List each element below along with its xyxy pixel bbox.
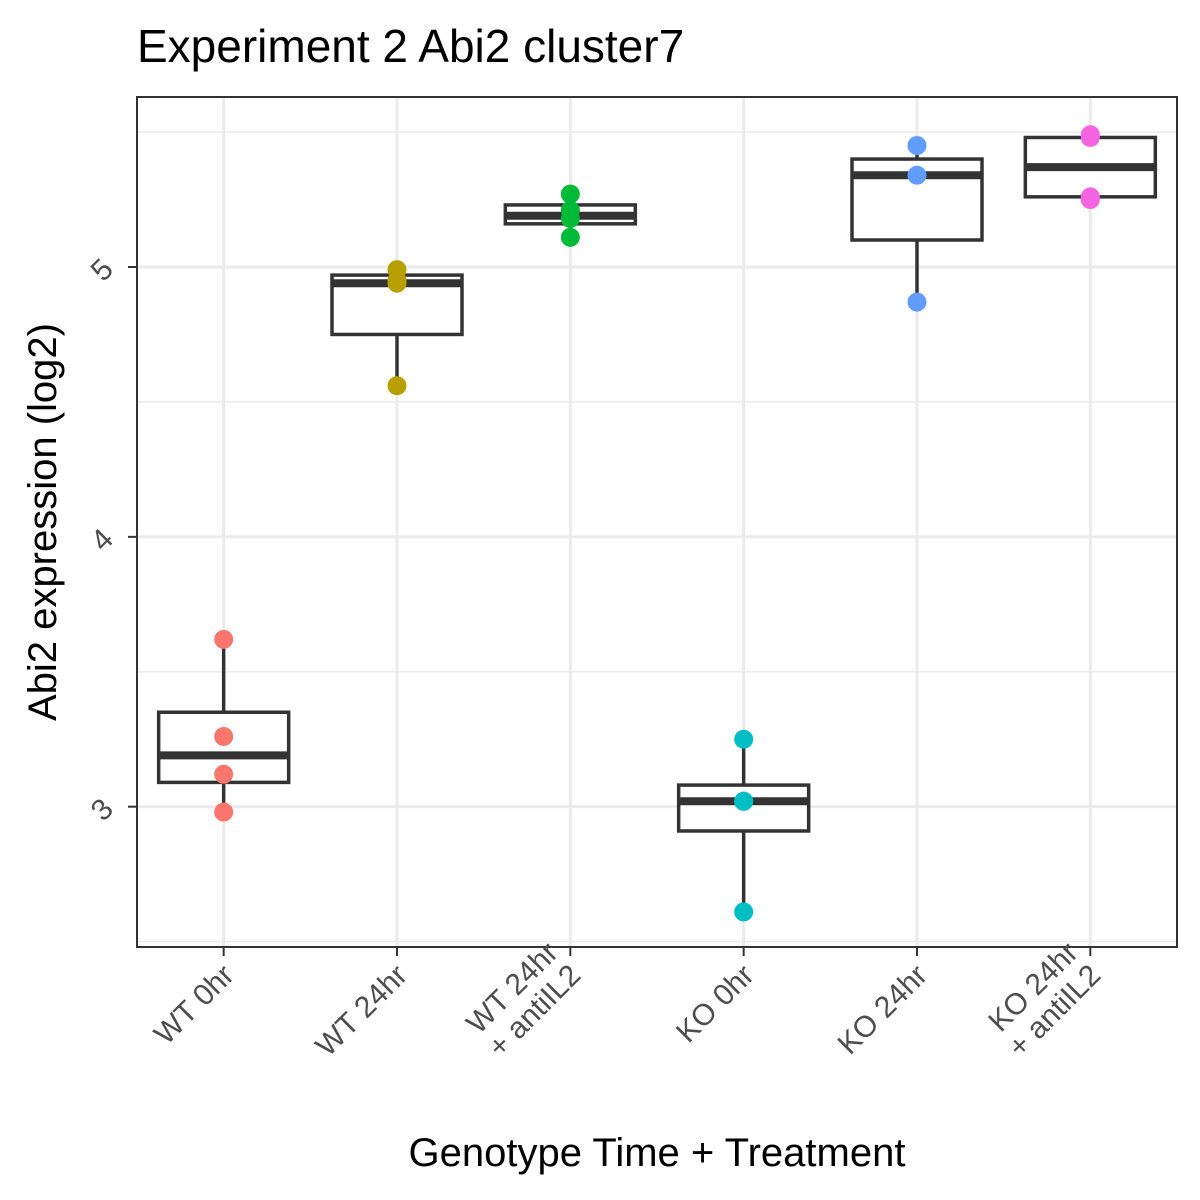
data-point [907, 292, 927, 312]
data-point [1080, 127, 1100, 147]
data-point [214, 802, 234, 822]
x-axis-title: Genotype Time + Treatment [409, 1131, 906, 1175]
grid [137, 97, 1177, 947]
x-tick-label: KO 24hr [832, 959, 934, 1061]
data-point [214, 629, 234, 649]
points [214, 125, 1100, 922]
data-point [387, 376, 407, 396]
x-tick-label-line: KO 24hr [832, 959, 934, 1061]
data-point [907, 165, 927, 185]
chart-title: Experiment 2 Abi2 cluster7 [137, 20, 684, 72]
x-tick-label: WT 24hr [310, 959, 414, 1063]
data-point [734, 791, 754, 811]
x-tick-label: WT 24hr+ antiIL2 [459, 936, 587, 1064]
x-tick-label-line: WT 0hr [148, 959, 240, 1051]
data-point [734, 729, 754, 749]
data-point [560, 227, 580, 247]
boxes [156, 134, 1158, 912]
x-tick-label: KO 24hr+ antiIL2 [979, 936, 1107, 1064]
y-tick-label: 4 [85, 523, 120, 558]
x-tick-label: KO 0hr [670, 959, 761, 1050]
y-tick-label: 3 [85, 792, 120, 827]
data-point [560, 208, 580, 228]
x-tick-label-line: KO 0hr [670, 959, 761, 1050]
data-point [214, 727, 234, 747]
x-tick-label-line: WT 24hr [310, 959, 414, 1063]
data-point [560, 184, 580, 204]
data-point [907, 136, 927, 156]
y-axis-title: Abi2 expression (log2) [21, 323, 65, 721]
y-tick-label: 5 [85, 253, 120, 288]
data-point [1080, 190, 1100, 210]
data-point [214, 764, 234, 784]
plot-panel [136, 96, 1178, 948]
x-tick-label: WT 0hr [148, 959, 240, 1051]
data-point [387, 270, 407, 290]
data-point [734, 902, 754, 922]
